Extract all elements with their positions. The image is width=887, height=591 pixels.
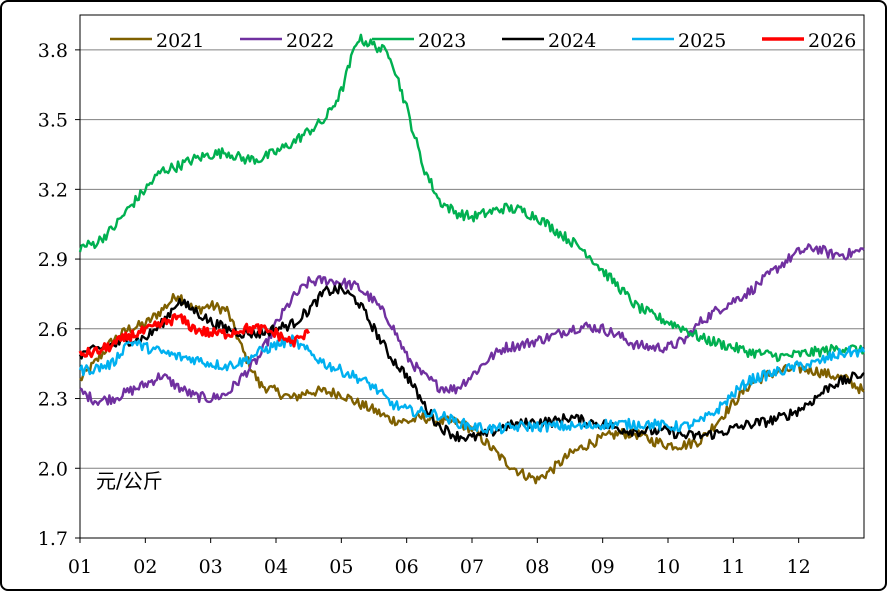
x-tick-label: 10 (656, 556, 680, 578)
x-tick-label: 03 (199, 556, 223, 578)
x-tick-label: 01 (68, 556, 92, 578)
series-line-2023 (78, 33, 865, 363)
gridlines (80, 49, 864, 469)
legend-label-2026: 2026 (808, 30, 856, 52)
y-tick-label: 3.5 (38, 110, 68, 132)
plot-area-border (79, 14, 865, 539)
x-tick-label: 02 (133, 556, 157, 578)
y-tick-label: 2.3 (38, 389, 68, 411)
x-tick-label: 09 (591, 556, 615, 578)
legend-label-2022: 2022 (286, 30, 334, 52)
y-axis-ticks: 1.7 2.0 2.3 2.6 2.9 3.2 3.5 3.8 (38, 40, 80, 550)
legend-label-2024: 2024 (548, 30, 596, 52)
y-tick-label: 2.6 (38, 319, 68, 341)
x-tick-label: 05 (329, 556, 353, 578)
x-tick-label: 07 (460, 556, 484, 578)
legend: 2021 2022 2023 2024 2025 2026 (110, 30, 856, 52)
series-line-2022 (79, 243, 865, 406)
y-tick-label: 1.7 (38, 528, 68, 550)
series-line-2025 (78, 334, 866, 435)
series-line-2021 (79, 293, 865, 485)
x-tick-label: 06 (395, 556, 419, 578)
y-axis-unit-label: 元/公斤 (96, 469, 163, 493)
x-tick-label: 08 (525, 556, 549, 578)
series-line-2026 (78, 313, 311, 359)
x-tick-label: 11 (721, 556, 745, 578)
x-tick-label: 12 (787, 556, 811, 578)
y-tick-label: 3.2 (38, 179, 68, 201)
y-tick-label: 2.9 (38, 249, 68, 271)
series-line-2024 (78, 283, 865, 443)
x-tick-label: 04 (264, 556, 288, 578)
x-axis-ticks: 01 02 03 04 05 06 07 08 09 10 11 12 (68, 538, 811, 578)
y-tick-label: 2.0 (38, 458, 68, 480)
series-lines (78, 33, 866, 485)
legend-label-2025: 2025 (678, 30, 726, 52)
y-tick-label: 3.8 (38, 40, 68, 62)
plot-area (79, 14, 865, 539)
legend-label-2023: 2023 (418, 30, 466, 52)
legend-label-2021: 2021 (156, 30, 204, 52)
